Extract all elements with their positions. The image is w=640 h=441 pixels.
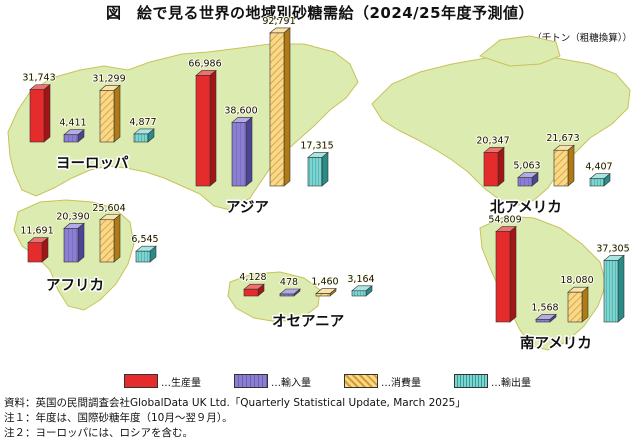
- region-2-bar-production: [27, 237, 49, 263]
- legend-label-consumption: …消費量: [381, 377, 421, 389]
- region-4-label-consumption: 21,673: [546, 133, 579, 144]
- region-5-bar-consumption: [567, 286, 589, 323]
- region-1-label-consumption: 92,791: [262, 16, 295, 27]
- region-4-bar-import: [517, 172, 539, 187]
- region-0-label-consumption: 31,299: [92, 73, 125, 84]
- region-3-bar-export: [351, 285, 373, 297]
- region-4-bar-export: [589, 173, 611, 187]
- unit-label: （千トン（粗糖換算））: [532, 33, 632, 44]
- world-map-chart: 31,743 4,411 31,299 4,877 66,986 38,600 92,791…: [7, 15, 631, 354]
- region-4-label-export: 4,407: [585, 162, 612, 173]
- region-5-bar-production: [495, 225, 517, 323]
- region-3-label-production: 4,128: [239, 272, 266, 283]
- region-4-label-production: 20,347: [476, 135, 509, 146]
- bars-layer: [27, 27, 625, 323]
- region-3-label-export: 3,164: [347, 274, 374, 285]
- chart-title: 図 絵で見る世界の地域別砂糖需給（2024/25年度予測値）: [105, 4, 535, 22]
- region-0-bar-consumption: [99, 84, 121, 143]
- region-4-bar-consumption: [553, 144, 575, 187]
- region-3-label-import: 478: [280, 277, 298, 288]
- region-1-bar-production: [195, 69, 217, 187]
- value-labels-layer: 31,743 4,411 31,299 4,877 66,986 38,600 92,791…: [19, 15, 630, 315]
- region-0-bar-export: [133, 128, 155, 143]
- region-5-bar-import: [535, 313, 557, 323]
- region-2-label-import: 20,390: [56, 211, 89, 222]
- region-1-label-import: 38,600: [224, 105, 257, 116]
- region-4-name: 北アメリカ: [490, 199, 562, 216]
- region-4-bar-production: [483, 146, 505, 187]
- region-2-bar-consumption: [99, 214, 121, 263]
- legend-item-consumption: …消費量: [344, 372, 421, 390]
- note-2: 注２：ヨーロッパには、ロシアを含む。: [4, 427, 193, 439]
- region-0-bar-production: [29, 83, 51, 143]
- notes: 資料：英国の民間調査会社GlobalData UK Ltd.「Quarterly…: [4, 396, 466, 441]
- region-3-bar-import: [279, 288, 301, 297]
- region-0-label-production: 31,743: [22, 73, 55, 84]
- region-5-label-import: 1,568: [531, 302, 558, 313]
- region-0-label-export: 4,877: [129, 117, 156, 128]
- legend-item-production: …生産量: [124, 372, 201, 390]
- region-0-label-import: 4,411: [59, 118, 86, 129]
- region-2-label-production: 11,691: [20, 226, 53, 237]
- region-1-label-export: 17,315: [300, 140, 333, 151]
- region-5-label-export: 37,305: [596, 243, 629, 254]
- region-2-name: アフリカ: [46, 277, 104, 294]
- legend-label-export: …輸出量: [491, 377, 531, 389]
- legend-item-import: …輸入量: [234, 372, 311, 390]
- region-3-name: オセアニア: [272, 313, 344, 330]
- legend-swatch-export: [454, 374, 488, 388]
- region-3-bar-production: [243, 283, 265, 297]
- region-1-bar-consumption: [269, 27, 291, 187]
- region-2-bar-import: [63, 222, 85, 263]
- region-0-name: ヨーロッパ: [56, 155, 129, 172]
- legend-label-import: …輸入量: [271, 377, 311, 389]
- legend-item-export: …輸出量: [454, 372, 531, 390]
- legend-swatch-consumption: [344, 374, 378, 388]
- legend-label-production: …生産量: [161, 377, 201, 389]
- legend-swatch-production: [124, 374, 158, 388]
- region-3-label-consumption: 1,460: [311, 277, 338, 288]
- note-1: 注１：年度は、国際砂糖年度（10月～翌９月）。: [4, 412, 233, 424]
- region-2-label-consumption: 25,604: [92, 203, 125, 214]
- region-2-label-export: 6,545: [131, 234, 158, 245]
- region-1-label-production: 66,986: [188, 58, 221, 69]
- region-5-label-production: 54,809: [488, 215, 521, 226]
- region-0-bar-import: [63, 129, 85, 143]
- region-2-bar-export: [135, 245, 157, 263]
- region-1-bar-import: [231, 116, 253, 187]
- source-note: 資料：英国の民間調査会社GlobalData UK Ltd.「Quarterly…: [4, 397, 466, 409]
- region-5-bar-export: [603, 254, 625, 323]
- region-5-name: 南アメリカ: [520, 334, 592, 352]
- region-1-name: アジア: [226, 200, 269, 216]
- region-4-label-import: 5,063: [513, 161, 540, 172]
- landmass-greenland: [478, 35, 561, 67]
- region-5-label-consumption: 18,080: [560, 275, 593, 286]
- legend-swatch-import: [234, 374, 268, 388]
- region-3-bar-consumption: [315, 287, 337, 297]
- legend: …生産量 …輸入量 …消費量 …輸出量: [0, 372, 640, 390]
- region-1-bar-export: [307, 151, 329, 187]
